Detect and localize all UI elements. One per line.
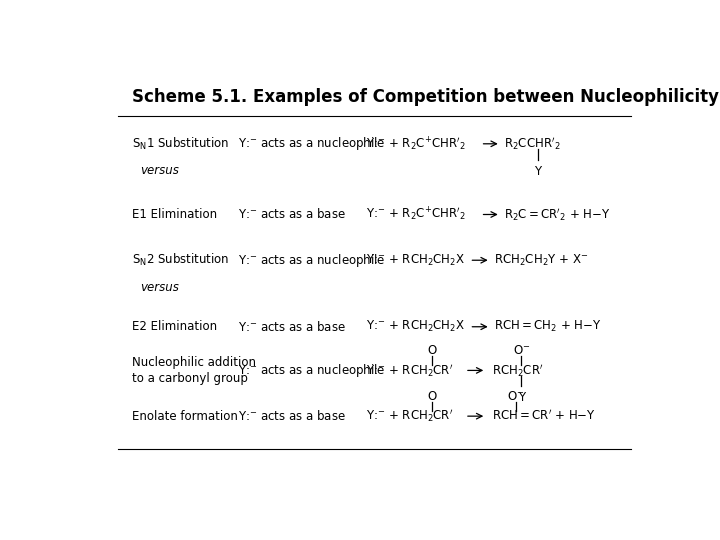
Text: Y:$^{-}$ + RCH$_{2}$CR$^{\prime}$: Y:$^{-}$ + RCH$_{2}$CR$^{\prime}$ — [366, 362, 454, 379]
Text: RCH$_{2}$CH$_{2}$Y + X$^{-}$: RCH$_{2}$CH$_{2}$Y + X$^{-}$ — [494, 253, 588, 268]
Text: Y:$^{-}$ + R$_{2}$C$^{+}$CHR$^{\prime}$$_{2}$: Y:$^{-}$ + R$_{2}$C$^{+}$CHR$^{\prime}$$… — [366, 206, 466, 223]
Text: R$_{2}$C$=$CR$^{\prime}$$_{2}$ + H$-$Y: R$_{2}$C$=$CR$^{\prime}$$_{2}$ + H$-$Y — [504, 206, 611, 223]
Text: S$_{\mathregular{N}}$1 Substitution: S$_{\mathregular{N}}$1 Substitution — [132, 136, 229, 152]
Text: Y:$^{-}$ acts as a base: Y:$^{-}$ acts as a base — [238, 320, 346, 334]
Text: Y:$^{-}$ + RCH$_{2}$CR$^{\prime}$: Y:$^{-}$ + RCH$_{2}$CR$^{\prime}$ — [366, 408, 454, 424]
Text: Y:$^{-}$ acts as a base: Y:$^{-}$ acts as a base — [238, 409, 346, 423]
Text: Y:$^{-}$ + RCH$_{2}$CH$_{2}$X: Y:$^{-}$ + RCH$_{2}$CH$_{2}$X — [366, 319, 465, 334]
Text: Y:$^{-}$ acts as a nucleophile: Y:$^{-}$ acts as a nucleophile — [238, 362, 385, 379]
Text: Y: Y — [534, 165, 541, 178]
Text: to a carbonyl group: to a carbonyl group — [132, 372, 248, 385]
Text: Y:$^{-}$ + R$_{2}$C$^{+}$CHR$^{\prime}$$_{2}$: Y:$^{-}$ + R$_{2}$C$^{+}$CHR$^{\prime}$$… — [366, 135, 466, 152]
Text: versus: versus — [140, 281, 179, 294]
Text: Nucleophilic addition: Nucleophilic addition — [132, 356, 256, 369]
Text: O$^{-}$: O$^{-}$ — [507, 390, 524, 403]
Text: Y:$^{-}$ + RCH$_{2}$CH$_{2}$X: Y:$^{-}$ + RCH$_{2}$CH$_{2}$X — [366, 253, 465, 268]
Text: R$_{2}$CCHR$^{\prime}$$_{2}$: R$_{2}$CCHR$^{\prime}$$_{2}$ — [504, 136, 561, 152]
Text: S$_{\mathregular{N}}$2 Substitution: S$_{\mathregular{N}}$2 Substitution — [132, 252, 229, 268]
Text: Enolate formation: Enolate formation — [132, 410, 238, 423]
Text: RCH$_{2}$CR$^{\prime}$: RCH$_{2}$CR$^{\prime}$ — [492, 362, 544, 379]
Text: Y: Y — [518, 391, 525, 404]
Text: O: O — [428, 344, 436, 357]
Text: Y:$^{-}$ acts as a nucleophile: Y:$^{-}$ acts as a nucleophile — [238, 252, 385, 269]
Text: E2 Elimination: E2 Elimination — [132, 320, 217, 333]
Text: O: O — [428, 390, 436, 403]
Text: Y:$^{-}$ acts as a nucleophile: Y:$^{-}$ acts as a nucleophile — [238, 136, 385, 152]
Text: RCH$=$CH$_{2}$ + H$-$Y: RCH$=$CH$_{2}$ + H$-$Y — [494, 319, 601, 334]
Text: O$^{-}$: O$^{-}$ — [513, 344, 530, 357]
Text: versus: versus — [140, 164, 179, 177]
Text: Y:$^{-}$ acts as a base: Y:$^{-}$ acts as a base — [238, 207, 346, 221]
Text: Scheme 5.1. Examples of Competition between Nucleophilicity and Basicity: Scheme 5.1. Examples of Competition betw… — [132, 87, 720, 106]
Text: E1 Elimination: E1 Elimination — [132, 208, 217, 221]
Text: RCH$=$CR$^{\prime}$ + H$-$Y: RCH$=$CR$^{\prime}$ + H$-$Y — [492, 409, 595, 423]
